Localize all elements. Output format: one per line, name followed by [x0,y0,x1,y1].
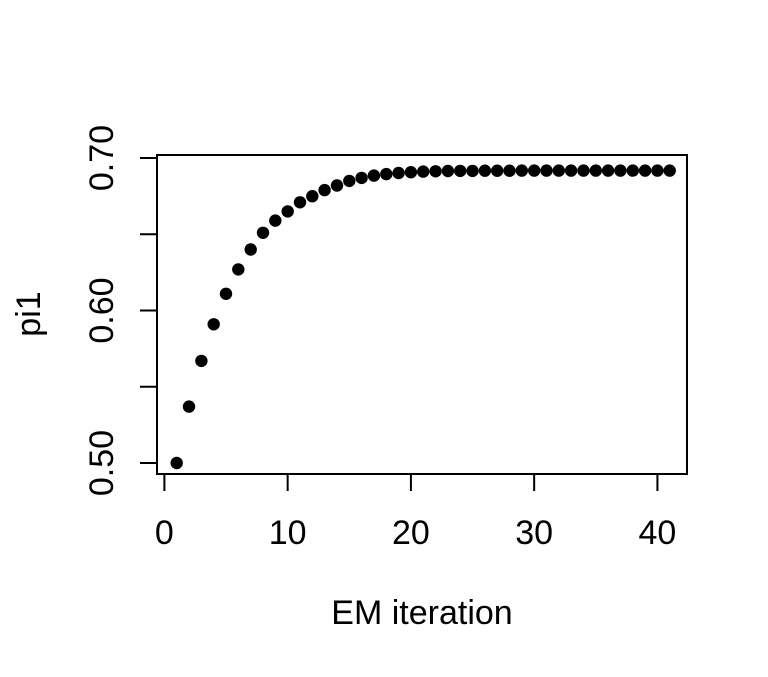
data-point [454,164,467,178]
data-point [207,318,220,331]
x-tick-label: 30 [515,514,553,552]
data-point [392,166,405,180]
data-point [380,167,393,181]
data-point [219,287,233,300]
data-point [564,164,578,177]
data-point [663,164,676,177]
data-point [651,164,664,177]
chart-layer: 0 10 20 30 40 0.50 0.60 0.70 [83,125,688,552]
data-point [503,164,516,177]
data-point [343,174,356,188]
y-tick-label: 0.70 [83,125,121,191]
data-point [614,164,627,177]
x-tick-label: 40 [639,514,677,552]
data-point [540,164,553,177]
data-point [281,205,294,218]
data-point [429,165,442,178]
data-point [441,164,455,178]
data-point [244,243,257,256]
data-point [528,164,541,177]
plot-box [156,154,688,475]
data-point [232,263,245,276]
data-point [404,166,418,179]
data-point [626,164,639,177]
data-point [367,169,381,182]
data-point [293,196,307,209]
data-point [269,214,282,227]
x-axis-label: EM iteration [331,594,512,632]
data-point [182,400,196,413]
data-point [491,164,504,177]
data-point [466,164,479,178]
x-tick-label: 20 [392,514,430,552]
data-point [195,354,208,368]
data-point [601,164,615,177]
x-tick-label: 0 [155,514,174,552]
data-point [256,226,270,239]
data-point [589,164,602,177]
x-tick-label: 10 [269,514,307,552]
data-point [478,164,492,177]
data-point [330,179,344,192]
data-point [170,456,183,470]
data-point [318,183,331,197]
y-axis-label: pi1 [10,291,48,336]
y-tick-label: 0.60 [83,277,121,343]
y-tick-label: 0.50 [83,430,121,496]
data-point [417,165,430,178]
data-point [306,190,319,203]
data-point [638,164,652,177]
data-point [515,164,528,177]
data-point [552,164,565,177]
data-point [355,171,368,185]
data-point [577,164,590,177]
